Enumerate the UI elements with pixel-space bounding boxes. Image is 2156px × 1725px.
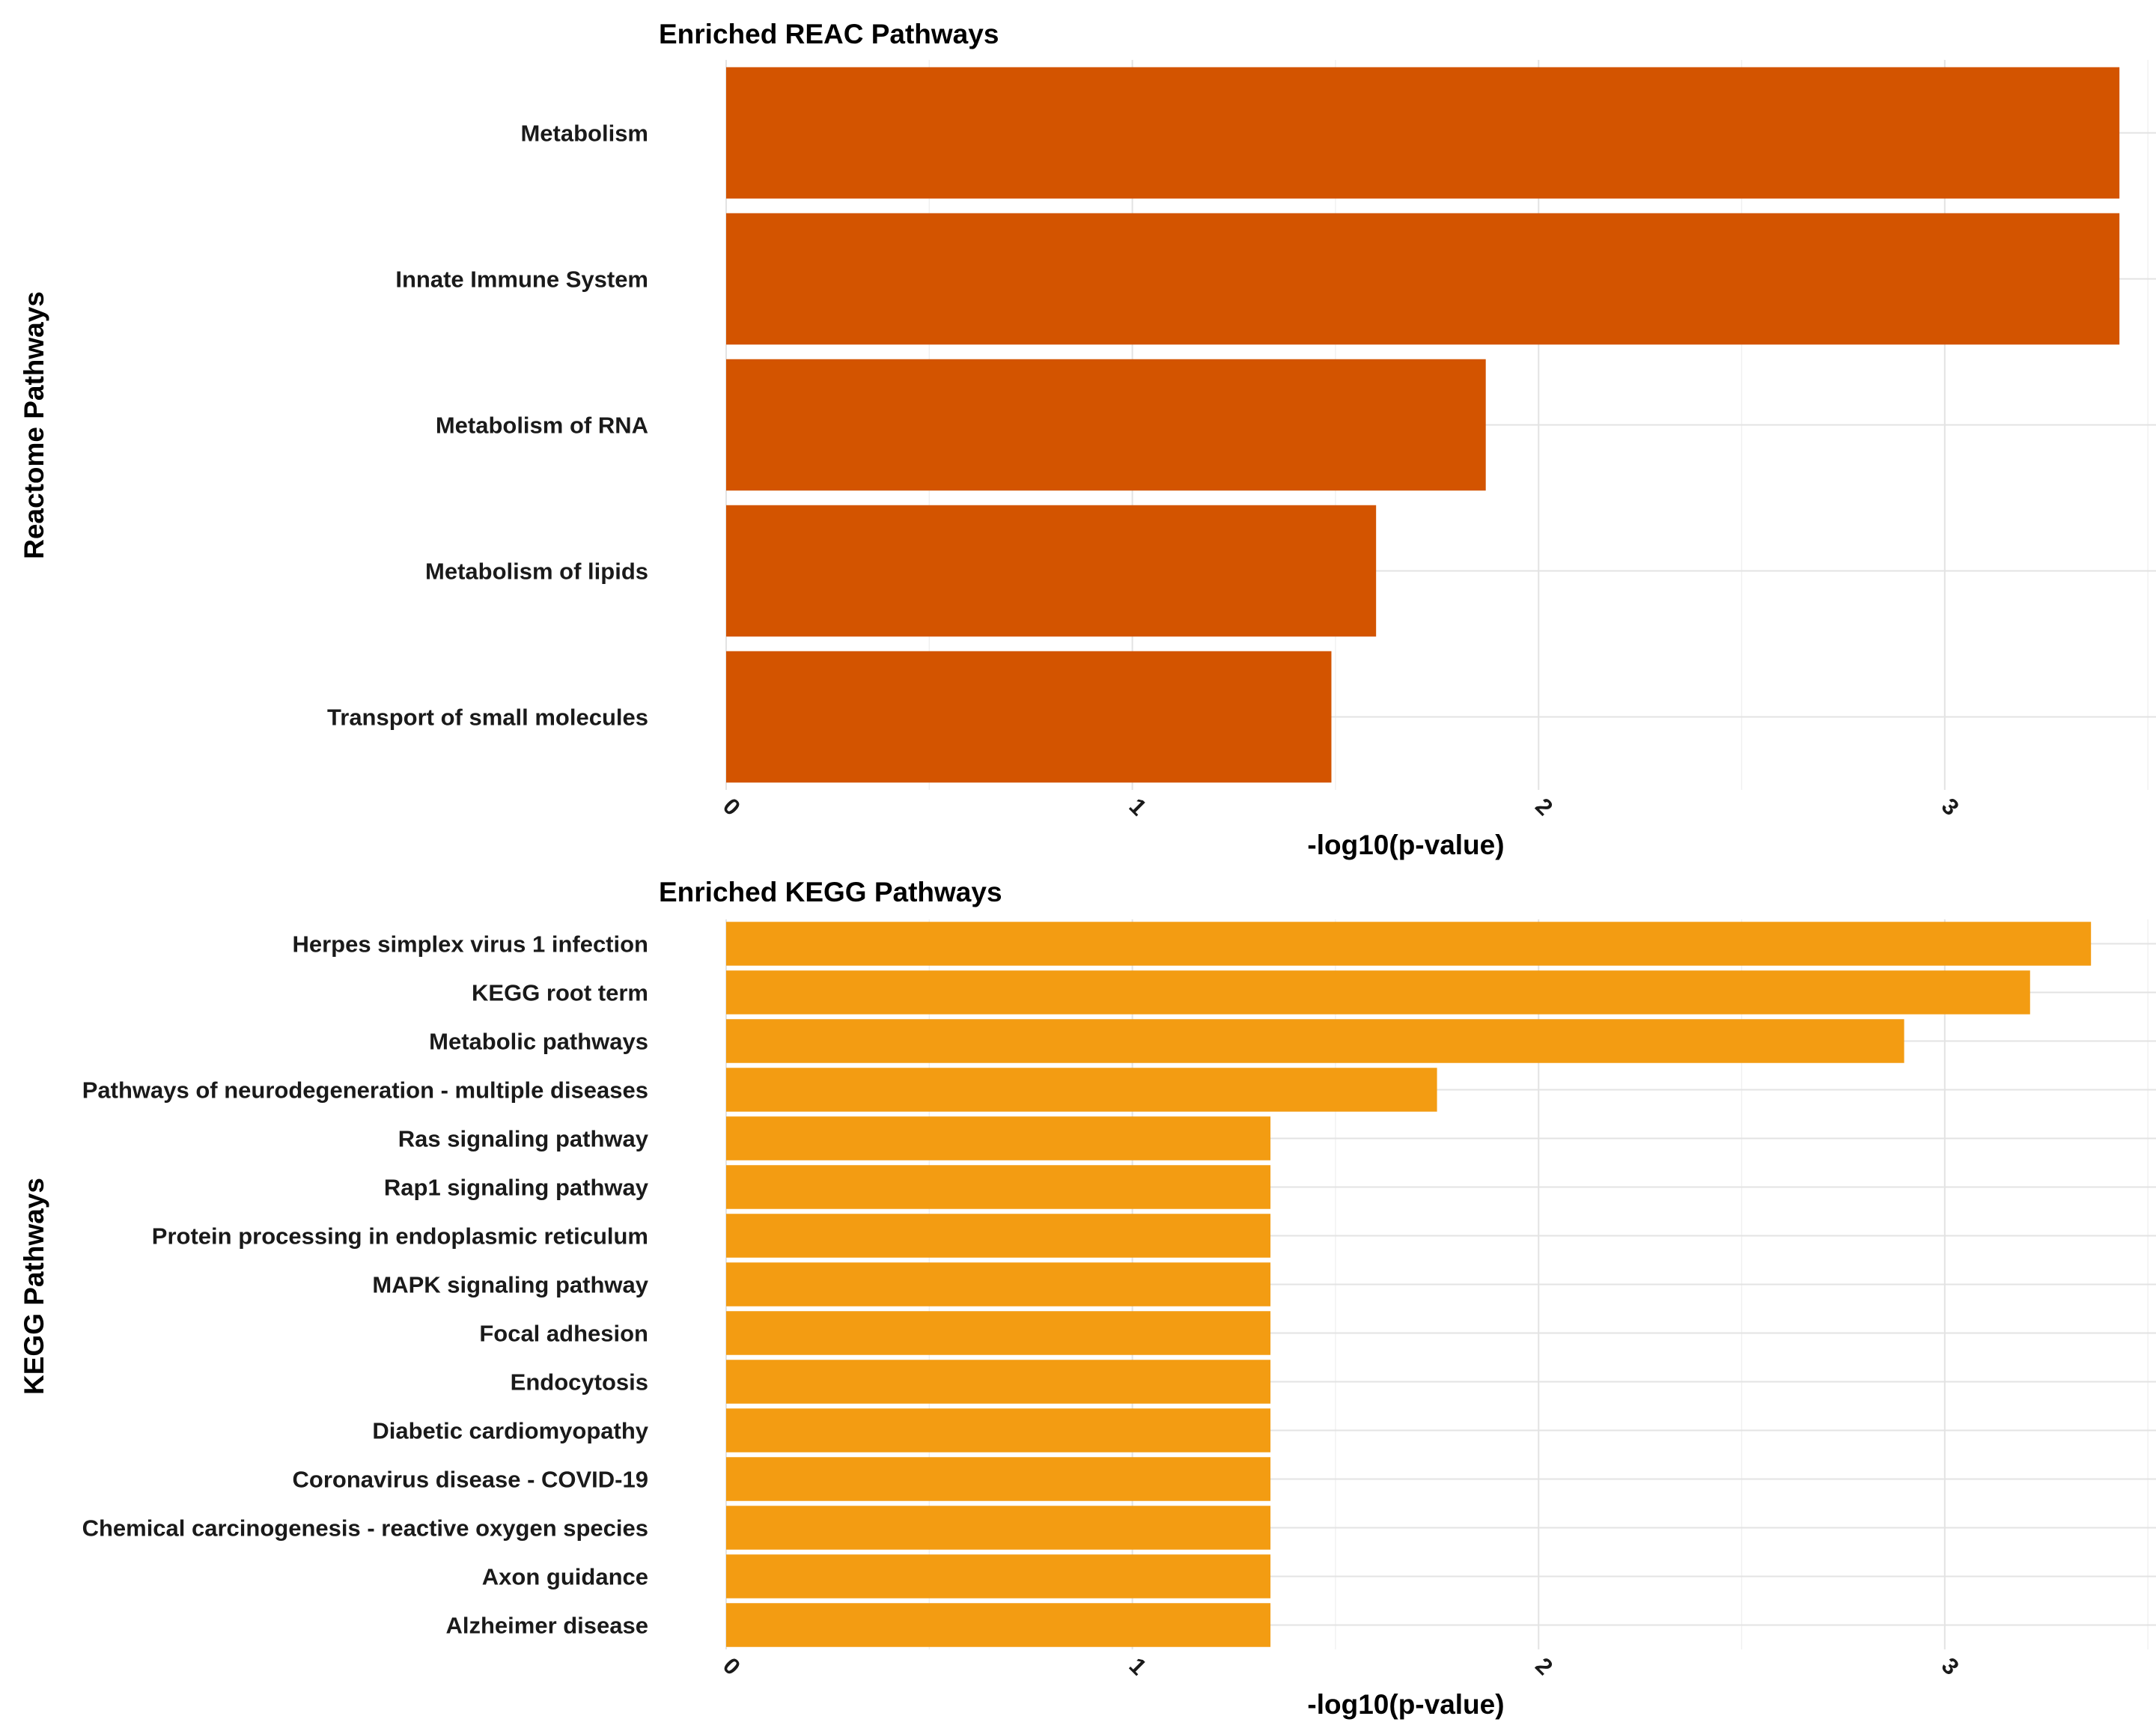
kegg-category-label: Diabetic cardiomyopathy (372, 1418, 648, 1444)
kegg-category-label: Axon guidance (482, 1564, 648, 1590)
kegg-bar (726, 1311, 1271, 1355)
reac-bars (726, 67, 2120, 783)
reac-category-label: Innate Immune System (395, 267, 648, 293)
kegg-bar (726, 970, 2030, 1014)
reac-x-tick-label: 0 (718, 793, 746, 821)
reac-bar (726, 359, 1486, 491)
kegg-category-label: Rap1 signaling pathway (384, 1175, 649, 1201)
kegg-category-label: Focal adhesion (479, 1321, 648, 1347)
kegg-category-label: MAPK signaling pathway (372, 1272, 648, 1298)
reac-x-tick-label: 1 (1124, 793, 1152, 821)
reac-x-tick-labels: 0 1 2 3 (718, 793, 1964, 821)
reac-category-label: Transport of small molecules (327, 705, 648, 731)
kegg-chart-title: Enriched KEGG Pathways (659, 877, 1002, 907)
kegg-category-label: Herpes simplex virus 1 infection (292, 931, 648, 958)
reac-y-axis-title: Reactome Pathways (19, 291, 49, 559)
reac-chart-title: Enriched REAC Pathways (659, 19, 999, 49)
kegg-bar (726, 922, 2092, 966)
kegg-x-tick-label: 0 (718, 1652, 746, 1680)
kegg-bar (726, 1214, 1271, 1258)
reac-x-tick-label: 3 (1937, 793, 1964, 821)
kegg-chart-panel: Enriched KEGG Pathways Herpes simplex vi… (19, 877, 2156, 1720)
kegg-bar (726, 1068, 1437, 1112)
kegg-bar (726, 1165, 1271, 1209)
reac-bar (726, 213, 2120, 345)
kegg-y-axis-title: KEGG Pathways (19, 1178, 49, 1395)
kegg-x-axis-title: -log10(p-value) (1307, 1689, 1504, 1720)
kegg-bar (726, 1603, 1271, 1647)
kegg-category-label: KEGG root term (472, 980, 648, 1006)
kegg-category-labels: Herpes simplex virus 1 infection KEGG roo… (82, 931, 649, 1639)
reac-bar (726, 67, 2120, 199)
kegg-bars (726, 922, 2092, 1647)
kegg-x-tick-label: 1 (1124, 1652, 1152, 1680)
kegg-category-label: Chemical carcinogenesis - reactive oxyge… (82, 1515, 648, 1542)
kegg-category-label: Metabolic pathways (429, 1029, 648, 1055)
reac-category-label: Metabolism of lipids (425, 559, 648, 585)
reac-category-label: Metabolism of RNA (436, 413, 648, 439)
kegg-x-tick-label: 3 (1937, 1652, 1964, 1680)
reac-chart-panel: Enriched REAC Pathways Metabolism Innate … (19, 19, 2156, 860)
kegg-bar (726, 1457, 1271, 1501)
reac-bar (726, 651, 1332, 783)
kegg-category-label: Ras signaling pathway (398, 1126, 649, 1152)
kegg-bar (726, 1506, 1271, 1550)
kegg-bar (726, 1116, 1271, 1160)
kegg-category-label: Alzheimer disease (445, 1613, 648, 1639)
kegg-bar (726, 1262, 1271, 1306)
kegg-category-label: Endocytosis (511, 1369, 648, 1396)
kegg-x-tick-labels: 0 1 2 3 (718, 1652, 1964, 1680)
reac-category-label: Metabolism (520, 121, 648, 147)
kegg-bar (726, 1019, 1904, 1063)
kegg-bar (726, 1360, 1271, 1404)
kegg-bar (726, 1408, 1271, 1452)
kegg-bar (726, 1554, 1271, 1598)
kegg-category-label: Pathways of neurodegeneration - multiple… (82, 1077, 648, 1104)
kegg-category-label: Protein processing in endoplasmic reticu… (152, 1223, 648, 1250)
kegg-category-label: Coronavirus disease - COVID-19 (293, 1467, 649, 1493)
reac-bar (726, 505, 1377, 637)
reac-x-axis-title: -log10(p-value) (1307, 830, 1504, 860)
reac-x-tick-label: 2 (1530, 793, 1558, 821)
reac-category-labels: Metabolism Innate Immune System Metabolism… (327, 121, 648, 731)
kegg-x-tick-label: 2 (1530, 1652, 1558, 1680)
